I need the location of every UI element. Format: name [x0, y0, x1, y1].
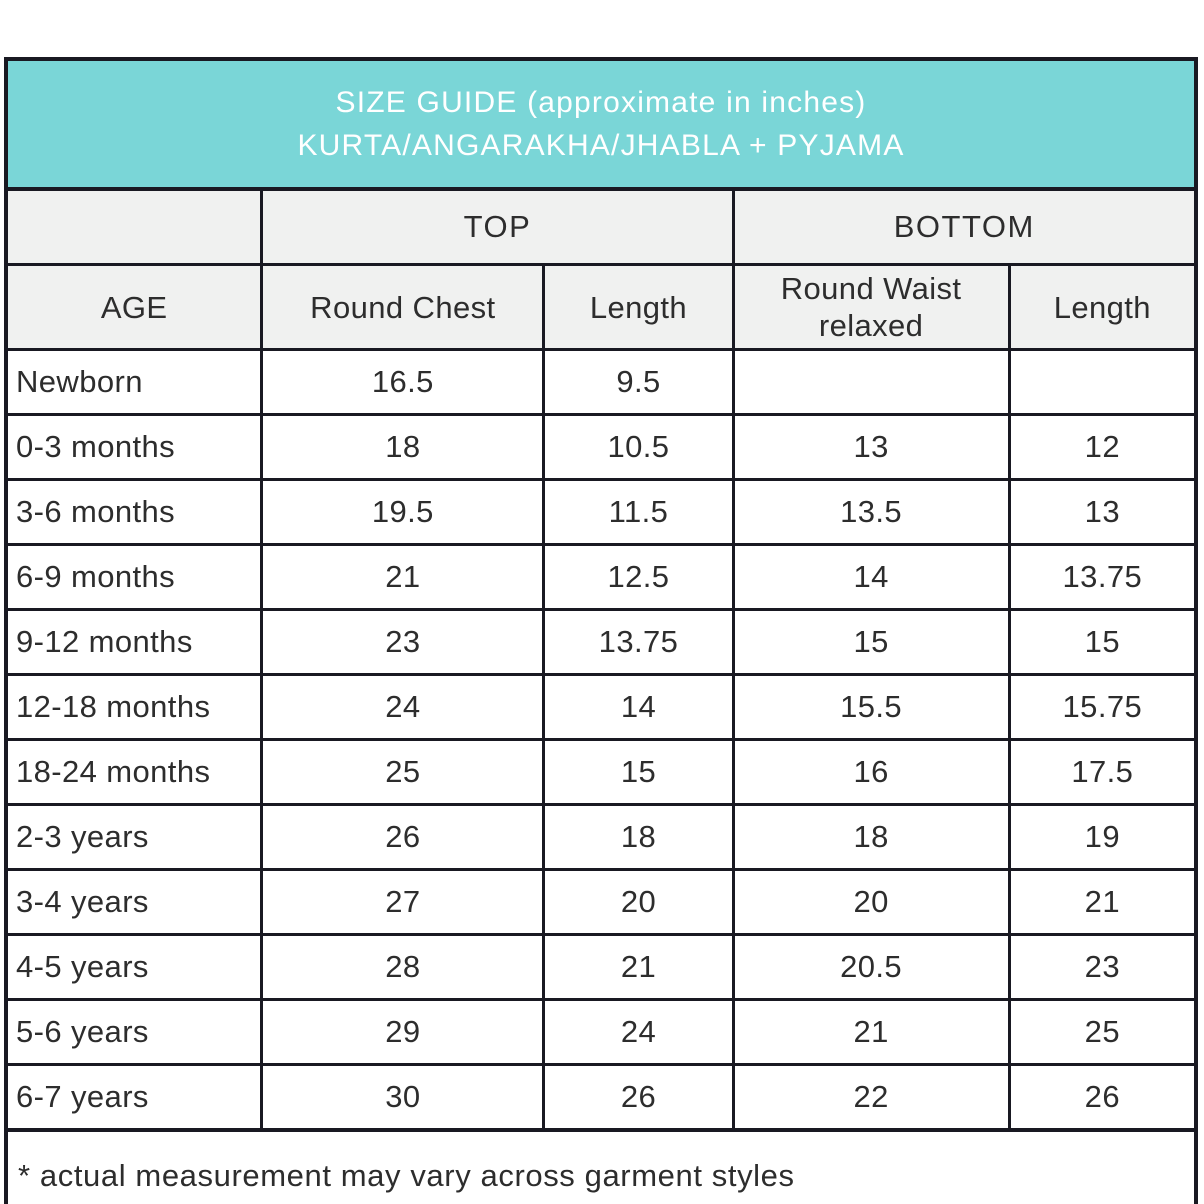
table-row-0-3-months: 0-3 months 18 10.5 13 12	[4, 413, 1198, 481]
round-chest-cell: 29	[260, 998, 546, 1066]
bottom-length-cell: 26	[1007, 1063, 1198, 1132]
group-header-empty	[4, 187, 264, 266]
round-chest-cell: 16.5	[260, 348, 546, 416]
bottom-length-cell: 23	[1007, 933, 1198, 1001]
top-length-cell: 20	[542, 868, 735, 936]
top-length-cell: 24	[542, 998, 735, 1066]
group-header-bottom: BOTTOM	[731, 187, 1198, 266]
bottom-length-cell: 21	[1007, 868, 1198, 936]
table-row-newborn: Newborn 16.5 9.5	[4, 348, 1198, 416]
top-length-cell: 15	[542, 738, 735, 806]
bottom-length-cell: 25	[1007, 998, 1198, 1066]
top-length-cell: 9.5	[542, 348, 735, 416]
group-header-top: TOP	[260, 187, 735, 266]
round-chest-cell: 18	[260, 413, 546, 481]
round-waist-cell: 15	[731, 608, 1011, 676]
bottom-length-cell: 13	[1007, 478, 1198, 546]
top-length-cell: 12.5	[542, 543, 735, 611]
round-waist-cell	[731, 348, 1011, 416]
round-waist-cell: 16	[731, 738, 1011, 806]
column-header-round-waist-label: Round Waist relaxed	[780, 271, 962, 343]
footnote-row: * actual measurement may vary across gar…	[4, 1128, 1198, 1204]
round-chest-cell: 25	[260, 738, 546, 806]
round-waist-cell: 21	[731, 998, 1011, 1066]
bottom-length-cell: 12	[1007, 413, 1198, 481]
table-row-5-6-years: 5-6 years 29 24 21 25	[4, 998, 1198, 1066]
round-chest-cell: 21	[260, 543, 546, 611]
column-header-row: AGE Round Chest Length Round Waist relax…	[4, 263, 1198, 351]
age-cell: 2-3 years	[4, 803, 264, 871]
age-cell: 6-9 months	[4, 543, 264, 611]
age-cell: Newborn	[4, 348, 264, 416]
round-waist-cell: 14	[731, 543, 1011, 611]
bottom-length-cell: 15.75	[1007, 673, 1198, 741]
round-waist-cell: 20.5	[731, 933, 1011, 1001]
top-length-cell: 21	[542, 933, 735, 1001]
bottom-length-cell: 17.5	[1007, 738, 1198, 806]
age-cell: 3-4 years	[4, 868, 264, 936]
age-cell: 6-7 years	[4, 1063, 264, 1132]
round-waist-cell: 13	[731, 413, 1011, 481]
top-length-cell: 26	[542, 1063, 735, 1132]
top-length-cell: 11.5	[542, 478, 735, 546]
bottom-length-cell: 15	[1007, 608, 1198, 676]
age-cell: 3-6 months	[4, 478, 264, 546]
table-title: SIZE GUIDE (approximate in inches) KURTA…	[4, 57, 1198, 191]
round-waist-cell: 20	[731, 868, 1011, 936]
bottom-length-cell: 19	[1007, 803, 1198, 871]
top-length-cell: 14	[542, 673, 735, 741]
table-row-2-3-years: 2-3 years 26 18 18 19	[4, 803, 1198, 871]
age-cell: 5-6 years	[4, 998, 264, 1066]
column-header-round-chest: Round Chest	[260, 263, 546, 351]
table-row-3-6-months: 3-6 months 19.5 11.5 13.5 13	[4, 478, 1198, 546]
table-row-4-5-years: 4-5 years 28 21 20.5 23	[4, 933, 1198, 1001]
round-chest-cell: 27	[260, 868, 546, 936]
age-cell: 0-3 months	[4, 413, 264, 481]
age-cell: 4-5 years	[4, 933, 264, 1001]
bottom-length-cell	[1007, 348, 1198, 416]
column-header-top-length: Length	[542, 263, 735, 351]
table-row-9-12-months: 9-12 months 23 13.75 15 15	[4, 608, 1198, 676]
age-cell: 12-18 months	[4, 673, 264, 741]
round-chest-cell: 24	[260, 673, 546, 741]
round-chest-cell: 26	[260, 803, 546, 871]
table-title-banner: SIZE GUIDE (approximate in inches) KURTA…	[4, 57, 1198, 191]
round-chest-cell: 28	[260, 933, 546, 1001]
round-waist-cell: 22	[731, 1063, 1011, 1132]
table-row-12-18-months: 12-18 months 24 14 15.5 15.75	[4, 673, 1198, 741]
size-guide-table: SIZE GUIDE (approximate in inches) KURTA…	[4, 57, 1198, 1204]
round-waist-cell: 18	[731, 803, 1011, 871]
column-header-age: AGE	[4, 263, 264, 351]
top-length-cell: 10.5	[542, 413, 735, 481]
table-title-line2: KURTA/ANGARAKHA/JHABLA + PYJAMA	[297, 129, 905, 162]
column-group-header-row: TOP BOTTOM	[4, 187, 1198, 266]
table-row-18-24-months: 18-24 months 25 15 16 17.5	[4, 738, 1198, 806]
table-row-3-4-years: 3-4 years 27 20 20 21	[4, 868, 1198, 936]
bottom-length-cell: 13.75	[1007, 543, 1198, 611]
round-waist-cell: 13.5	[731, 478, 1011, 546]
footnote-text: * actual measurement may vary across gar…	[4, 1128, 1198, 1204]
table-row-6-7-years: 6-7 years 30 26 22 26	[4, 1063, 1198, 1132]
age-cell: 18-24 months	[4, 738, 264, 806]
top-length-cell: 18	[542, 803, 735, 871]
top-length-cell: 13.75	[542, 608, 735, 676]
round-chest-cell: 19.5	[260, 478, 546, 546]
table-title-line1: SIZE GUIDE (approximate in inches)	[335, 86, 867, 119]
round-waist-cell: 15.5	[731, 673, 1011, 741]
table-row-6-9-months: 6-9 months 21 12.5 14 13.75	[4, 543, 1198, 611]
round-chest-cell: 30	[260, 1063, 546, 1132]
age-cell: 9-12 months	[4, 608, 264, 676]
round-chest-cell: 23	[260, 608, 546, 676]
column-header-bottom-length: Length	[1007, 263, 1198, 351]
column-header-round-waist: Round Waist relaxed	[731, 263, 1011, 351]
